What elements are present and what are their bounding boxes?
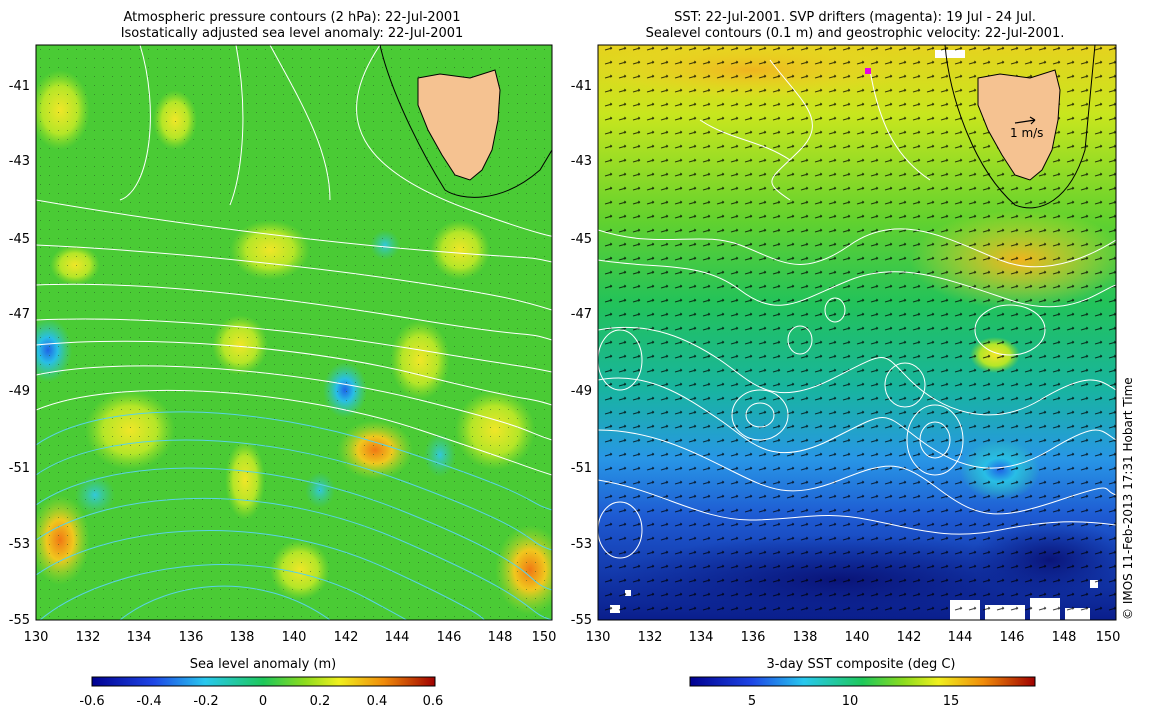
colorbar-tick: 0.6	[423, 694, 444, 709]
left-title-line2: Isostatically adjusted sea level anomaly…	[121, 26, 464, 41]
tick-label: -51	[9, 461, 30, 476]
colorbar-tick: 0.4	[367, 694, 388, 709]
tick-label: 144	[948, 630, 973, 645]
colorbar-tick: 0.2	[310, 694, 331, 709]
tick-label: -51	[571, 461, 592, 476]
left-colorbar-label: Sea level anomaly (m)	[190, 657, 336, 672]
right-title-line2: Sealevel contours (0.1 m) and geostrophi…	[646, 26, 1065, 41]
tick-label: 146	[1000, 630, 1025, 645]
right-colorbar-label: 3-day SST composite (deg C)	[766, 657, 955, 672]
tick-label: 132	[638, 630, 663, 645]
tick-label: -49	[571, 384, 592, 399]
tick-label: 148	[488, 630, 513, 645]
tick-label: 136	[741, 630, 766, 645]
tick-label: 138	[230, 630, 255, 645]
tick-label: 130	[24, 630, 49, 645]
sla-map	[36, 45, 552, 620]
tick-label: -49	[9, 384, 30, 399]
right-x-axis: 130 132 134 136 138 140 142 144 146 148 …	[586, 630, 1121, 645]
tick-label: -43	[571, 154, 592, 169]
tick-label: 142	[897, 630, 922, 645]
tick-label: 136	[179, 630, 204, 645]
colorbar-tick: 5	[748, 694, 756, 709]
sst-map: 1 m/s	[598, 45, 1116, 620]
tick-label: -45	[571, 232, 592, 247]
tick-label: -55	[9, 613, 30, 628]
tick-label: 150	[532, 630, 557, 645]
colorbar-tick: -0.6	[79, 694, 104, 709]
tick-label: 150	[1096, 630, 1121, 645]
right-y-axis: -41 -43 -45 -47 -49 -51 -53 -55	[571, 79, 592, 628]
tick-label: 140	[845, 630, 870, 645]
tick-label: -45	[9, 232, 30, 247]
colorbar-tick: -0.4	[136, 694, 161, 709]
tick-label: -47	[571, 307, 592, 322]
left-y-axis: -41 -43 -45 -47 -49 -51 -53 -55	[9, 79, 30, 628]
tick-label: -43	[9, 154, 30, 169]
tick-label: -47	[9, 307, 30, 322]
credit-text: © IMOS 11-Feb-2013 17:31 Hobart Time	[1121, 377, 1135, 620]
tick-label: -41	[571, 79, 592, 94]
colorbar-tick: 15	[943, 694, 960, 709]
tick-label: 148	[1052, 630, 1077, 645]
tick-label: 142	[334, 630, 359, 645]
tick-label: 146	[437, 630, 462, 645]
tick-label: -55	[571, 613, 592, 628]
velocity-key-label: 1 m/s	[1010, 126, 1043, 140]
tick-label: 140	[282, 630, 307, 645]
tick-label: -53	[9, 537, 30, 552]
tick-label: 144	[385, 630, 410, 645]
colorbar-tick: 0	[259, 694, 267, 709]
left-title-line1: Atmospheric pressure contours (2 hPa): 2…	[124, 10, 461, 25]
tick-label: -53	[571, 537, 592, 552]
right-title-line1: SST: 22-Jul-2001. SVP drifters (magenta)…	[674, 10, 1036, 25]
left-x-axis: 130 132 134 136 138 140 142 144 146 148 …	[24, 630, 557, 645]
velocity-key-arrow	[1014, 116, 1036, 125]
tick-label: 134	[127, 630, 152, 645]
left-colorbar: Sea level anomaly (m) -0.6 -0.4 -0.2 0 0…	[79, 657, 443, 709]
tick-label: 130	[586, 630, 611, 645]
colorbar-tick: 10	[842, 694, 859, 709]
tick-label: -41	[9, 79, 30, 94]
tick-label: 134	[689, 630, 714, 645]
right-colorbar: 3-day SST composite (deg C) 5 10 15	[689, 657, 1036, 709]
tick-label: 138	[793, 630, 818, 645]
tick-label: 132	[76, 630, 101, 645]
colorbar-tick: -0.2	[193, 694, 218, 709]
